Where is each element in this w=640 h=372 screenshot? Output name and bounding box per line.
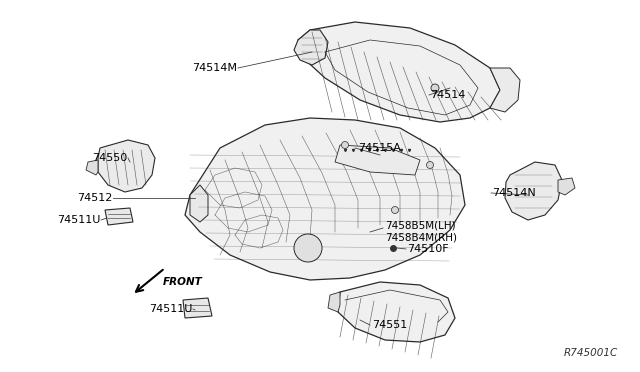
Circle shape bbox=[426, 161, 433, 169]
Polygon shape bbox=[86, 160, 98, 175]
Polygon shape bbox=[335, 145, 420, 175]
Polygon shape bbox=[338, 282, 455, 342]
Polygon shape bbox=[185, 118, 465, 280]
Circle shape bbox=[431, 84, 439, 92]
Polygon shape bbox=[490, 68, 520, 112]
Text: 74551: 74551 bbox=[372, 320, 407, 330]
Polygon shape bbox=[183, 298, 212, 318]
Polygon shape bbox=[505, 162, 562, 220]
Polygon shape bbox=[105, 208, 133, 225]
Text: 74514N: 74514N bbox=[492, 188, 536, 198]
Text: 74514M: 74514M bbox=[192, 63, 237, 73]
Text: R745001C: R745001C bbox=[564, 348, 618, 358]
Polygon shape bbox=[294, 30, 328, 65]
Text: 7458B4M(RH): 7458B4M(RH) bbox=[385, 232, 457, 242]
Text: 74512: 74512 bbox=[77, 193, 112, 203]
Circle shape bbox=[392, 206, 399, 214]
Text: FRONT: FRONT bbox=[163, 277, 203, 287]
Polygon shape bbox=[190, 185, 208, 222]
Polygon shape bbox=[298, 22, 500, 122]
Text: 74514: 74514 bbox=[430, 90, 465, 100]
Text: 74510F: 74510F bbox=[407, 244, 449, 254]
Text: 7458B5M(LH): 7458B5M(LH) bbox=[385, 220, 456, 230]
Text: 74511U: 74511U bbox=[56, 215, 100, 225]
Text: 74511U: 74511U bbox=[148, 304, 192, 314]
Polygon shape bbox=[328, 292, 340, 312]
Circle shape bbox=[294, 234, 322, 262]
Polygon shape bbox=[98, 140, 155, 192]
Polygon shape bbox=[558, 178, 575, 195]
Text: 74550: 74550 bbox=[92, 153, 127, 163]
Text: 74515A: 74515A bbox=[358, 143, 401, 153]
Circle shape bbox=[342, 141, 349, 148]
